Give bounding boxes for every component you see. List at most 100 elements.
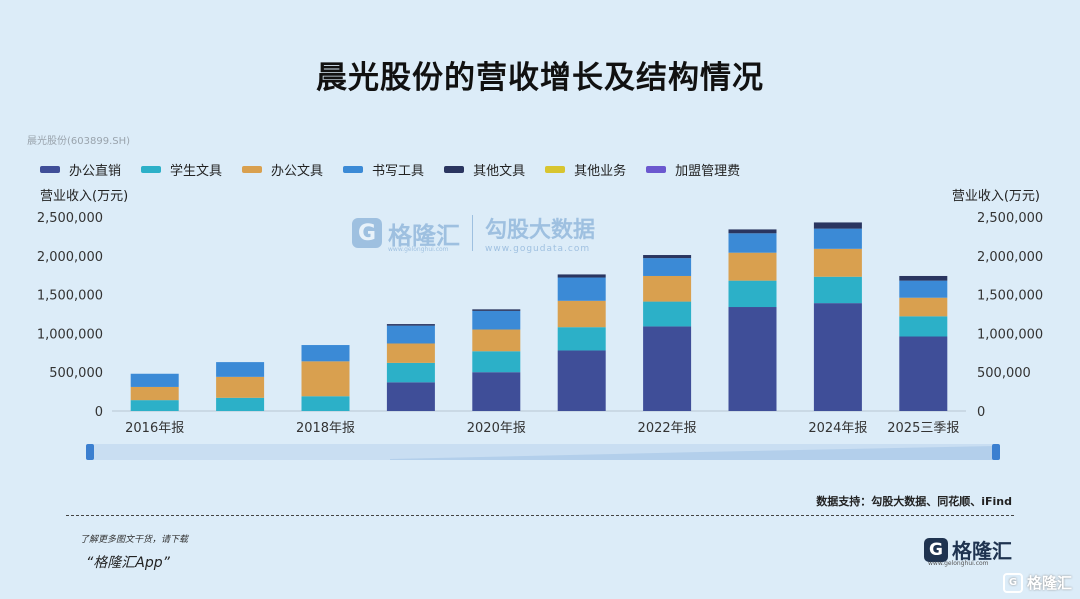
range-slider-area (390, 446, 996, 460)
range-slider-left-handle[interactable] (86, 444, 94, 460)
legend-label: 办公文具 (271, 164, 324, 179)
watermark: G 格隆汇 www.gelonghui.com 勾股大数据 www.goguda… (352, 212, 595, 254)
y-tick-label-right: 2,000,000 (977, 250, 1043, 265)
brand-logo: G 格隆汇 (924, 535, 1012, 564)
bar-segment (472, 310, 521, 330)
y-axis-title-left: 营业收入(万元) (40, 189, 128, 204)
legend-label: 其他业务 (574, 164, 627, 179)
bar-segment (728, 252, 777, 281)
legend-swatch (444, 166, 465, 173)
y-tick-label-left: 1,500,000 (37, 289, 103, 304)
legend-swatch (40, 166, 60, 173)
bar-segment (216, 376, 265, 398)
watermark-name: 格隆汇 (388, 221, 460, 250)
bar-segment (643, 258, 692, 276)
bar-segment (899, 280, 948, 298)
stacked-bar-chart: 营业收入(万元) 营业收入(万元) 0 0 500,000 500,000 1,000,00… (37, 189, 1043, 460)
legend-label: 书写工具 (372, 164, 425, 179)
y-axis-title-right: 营业收入(万元) (952, 189, 1040, 204)
bar-segment (899, 336, 948, 411)
bar-segment (557, 350, 606, 411)
bar-segment (813, 276, 862, 304)
bar-segment (557, 277, 606, 301)
chart-legend: 办公直销 学生文具 办公文具 书写工具 其他文具 其他业务 加盟管理费 (40, 160, 760, 179)
bar-segment (643, 301, 692, 327)
bar-segment (386, 324, 435, 326)
x-tick-label: 2022年报 (638, 421, 697, 436)
brand-name: 格隆汇 (952, 539, 1012, 563)
y-tick-label-left: 500,000 (49, 366, 103, 381)
bar-segment (728, 280, 777, 308)
bar-segment (813, 222, 862, 229)
bar-segment (386, 325, 435, 344)
promo-app-name: “格隆汇App” (86, 555, 170, 571)
bar-segment (386, 382, 435, 411)
legend-item[interactable]: 加盟管理费 (646, 160, 740, 179)
gelonghui-logo-icon: G (352, 218, 382, 248)
legend-item[interactable]: 其他业务 (545, 160, 626, 179)
y-tick-label-right: 1,500,000 (977, 289, 1043, 304)
legend-swatch (343, 166, 364, 173)
y-tick-label-left: 1,000,000 (37, 327, 103, 342)
brand-url: www.gelonghui.com (928, 560, 989, 567)
y-tick-label-left: 2,500,000 (37, 211, 103, 226)
y-tick-label-right: 2,500,000 (977, 211, 1043, 226)
legend-swatch (646, 166, 667, 173)
bar-segment (557, 300, 606, 328)
bar-segment (216, 397, 265, 411)
bar-segment (813, 228, 862, 249)
bar-segment (130, 400, 179, 411)
bar-segment (899, 297, 948, 317)
y-tick-label-right: 500,000 (977, 366, 1031, 381)
bar-segment (728, 229, 777, 234)
bar-segment (130, 373, 179, 387)
legend-item[interactable]: 其他文具 (444, 160, 525, 179)
bar-segment (728, 307, 777, 411)
bar-segment (643, 326, 692, 411)
y-tick-label-right: 1,000,000 (977, 327, 1043, 342)
x-tick-label: 2018年报 (296, 421, 355, 436)
bar-segment (472, 329, 521, 352)
legend-item[interactable]: 学生文具 (141, 160, 222, 179)
watermark-source-name: 勾股大数据 (485, 218, 596, 243)
legend-swatch (545, 166, 566, 173)
bar-segment (557, 327, 606, 351)
bar-segment (813, 303, 862, 411)
bar-segment (216, 362, 265, 377)
bar-segment (130, 386, 179, 401)
bar-segment (557, 274, 606, 278)
corner-g-icon: G (1002, 572, 1023, 593)
watermark-source-url: www.gogudata.com (485, 244, 591, 254)
bar-segment (386, 343, 435, 363)
legend-label: 加盟管理费 (675, 164, 741, 179)
legend-item[interactable]: 办公文具 (242, 160, 323, 179)
bar-segment (899, 275, 948, 281)
chart-subtitle: 晨光股份(603899.SH) (27, 136, 131, 147)
corner-watermark: G 格隆汇 (1002, 572, 1072, 593)
promo-text: 了解更多图文干货，请下载 (80, 535, 189, 545)
legend-item[interactable]: 办公直销 (40, 160, 121, 179)
bar-segment (728, 233, 777, 253)
watermark-name-url: www.gelonghui.com (388, 246, 449, 253)
bar-segment (472, 351, 521, 373)
bar-segment (899, 316, 948, 337)
legend-swatch (242, 166, 263, 173)
y-tick-label-left: 0 (95, 405, 103, 420)
x-tick-label: 2020年报 (467, 421, 526, 436)
x-tick-label: 2024年报 (808, 421, 867, 436)
brand-g-icon: G (924, 537, 948, 562)
y-tick-label-left: 2,000,000 (37, 250, 103, 265)
legend-swatch (141, 166, 162, 173)
range-slider-right-handle[interactable] (992, 444, 1000, 460)
bar-segment (472, 372, 521, 411)
bar-segment (472, 309, 521, 311)
bar-segment (301, 396, 350, 411)
x-tick-label: 2016年报 (125, 421, 184, 436)
legend-label: 办公直销 (69, 164, 122, 179)
bar-segment (386, 362, 435, 383)
y-tick-label-right: 0 (977, 405, 985, 420)
data-source: 数据支持：勾股大数据、同花顺、iFind (816, 495, 1012, 508)
legend-label: 学生文具 (170, 164, 223, 179)
legend-item[interactable]: 书写工具 (343, 160, 424, 179)
page-title: 晨光股份的营收增长及结构情况 (316, 60, 764, 96)
